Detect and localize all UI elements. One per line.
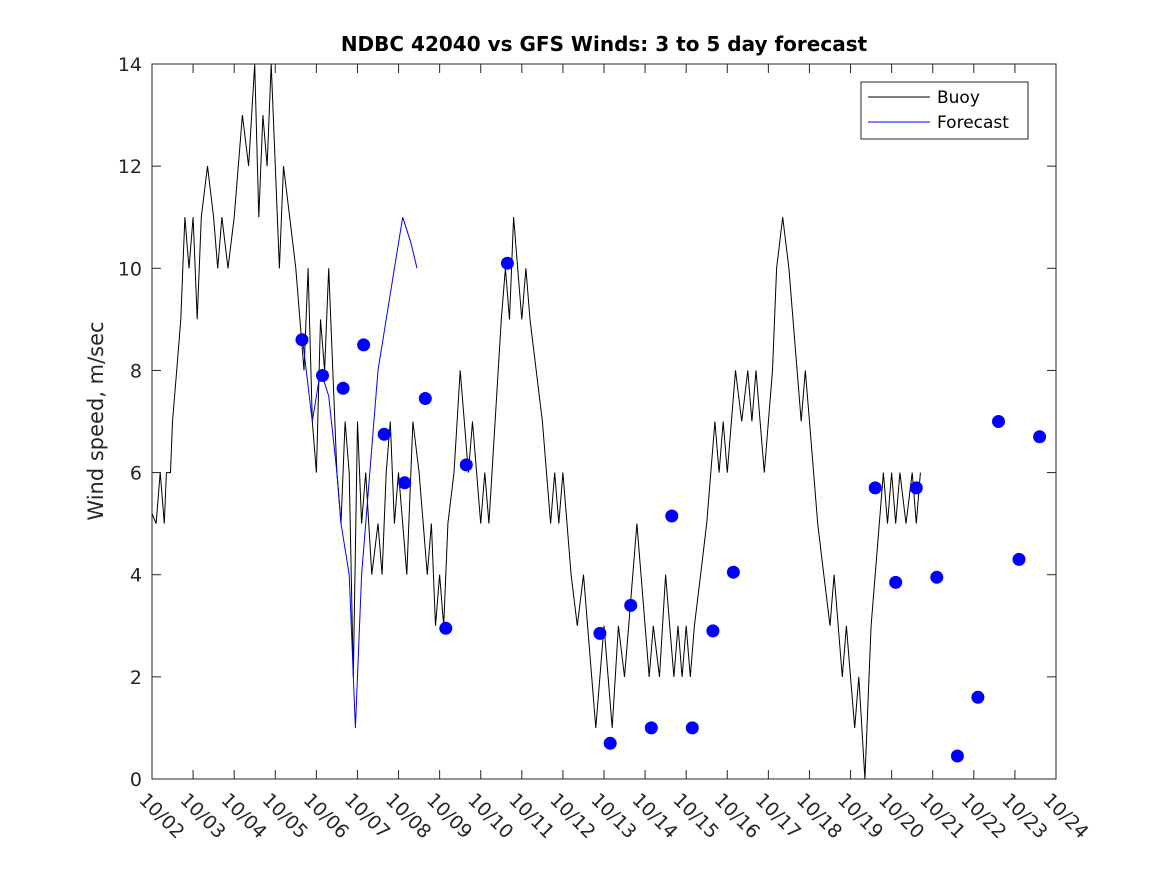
forecast-marker (685, 721, 699, 735)
y-tick-label: 10 (118, 258, 142, 280)
forecast-marker (971, 690, 985, 704)
forecast-marker (992, 415, 1005, 428)
x-tick-label: 10/06 (299, 789, 353, 843)
series-line-buoy (151, 63, 921, 780)
tick-group (151, 63, 1057, 780)
y-tick-labels: 0 2 4 6 8 10 12 14 (118, 54, 142, 791)
x-tick-label: 10/23 (997, 789, 1051, 843)
y-tick-label: 0 (130, 769, 142, 791)
forecast-marker (459, 458, 473, 472)
series-group (151, 63, 921, 780)
forecast-marker (316, 369, 329, 382)
forecast-marker (868, 481, 882, 495)
x-tick-label: 10/18 (792, 789, 846, 843)
forecast-marker (950, 749, 964, 763)
forecast-marker (377, 427, 391, 441)
forecast-marker (439, 621, 453, 635)
y-tick-label: 12 (118, 156, 142, 178)
plot-area (151, 63, 1057, 780)
legend: Buoy Forecast (860, 81, 1029, 140)
forecast-marker (930, 570, 944, 584)
y-tick-label: 4 (130, 565, 142, 587)
forecast-marker (624, 598, 638, 612)
x-tick-label: 10/11 (504, 789, 558, 843)
forecast-marker (500, 256, 514, 270)
x-tick-label: 10/02 (134, 789, 188, 843)
y-tick-label: 2 (130, 667, 142, 689)
x-tick-labels: 10/0210/0310/0410/0510/0610/0710/0810/09… (134, 789, 1092, 843)
x-tick-label: 10/05 (258, 789, 312, 843)
x-tick-label: 10/03 (176, 789, 230, 843)
forecast-marker (603, 736, 617, 750)
y-tick-label: 6 (130, 463, 142, 485)
x-tick-label: 10/15 (669, 789, 723, 843)
x-tick-label: 10/17 (751, 789, 805, 843)
forecast-marker (593, 626, 607, 640)
x-tick-label: 10/16 (710, 789, 764, 843)
legend-buoy-label: Buoy (937, 88, 980, 108)
y-axis-label: Wind speed, m/sec (84, 321, 108, 520)
x-tick-label: 10/21 (915, 789, 969, 843)
forecast-marker (357, 338, 371, 352)
legend-box (860, 81, 1029, 140)
x-tick-label: 10/14 (628, 789, 682, 843)
x-tick-label: 10/20 (874, 789, 928, 843)
chart-title: NDBC 42040 vs GFS Winds: 3 to 5 day fore… (341, 32, 868, 56)
x-tick-label: 10/08 (381, 789, 435, 843)
forecast-marker (1033, 430, 1047, 444)
forecast-marker (336, 381, 350, 395)
x-tick-label: 10/22 (956, 789, 1010, 843)
forecast-marker (418, 392, 432, 405)
forecast-marker (295, 333, 309, 347)
forecast-marker (726, 565, 740, 579)
x-tick-label: 10/07 (340, 789, 394, 843)
x-tick-label: 10/10 (463, 789, 517, 843)
plot-frame (151, 63, 1057, 780)
x-tick-label: 10/13 (586, 789, 640, 843)
x-tick-label: 10/04 (217, 789, 271, 843)
y-tick-label: 14 (118, 54, 142, 76)
forecast-marker (665, 509, 679, 523)
forecast-marker (706, 624, 720, 638)
x-tick-label: 10/12 (545, 789, 599, 843)
x-tick-label: 10/24 (1038, 789, 1092, 843)
x-tick-label: 10/19 (833, 789, 887, 843)
marker-group (295, 256, 1047, 763)
forecast-marker (398, 476, 412, 490)
forecast-marker (909, 481, 923, 495)
y-tick-label: 8 (130, 360, 142, 382)
legend-forecast-label: Forecast (937, 113, 1009, 133)
forecast-marker (889, 575, 903, 589)
forecast-marker (1012, 552, 1026, 566)
series-line-forecast (301, 217, 418, 728)
forecast-marker (644, 721, 658, 735)
x-tick-label: 10/09 (422, 789, 476, 843)
